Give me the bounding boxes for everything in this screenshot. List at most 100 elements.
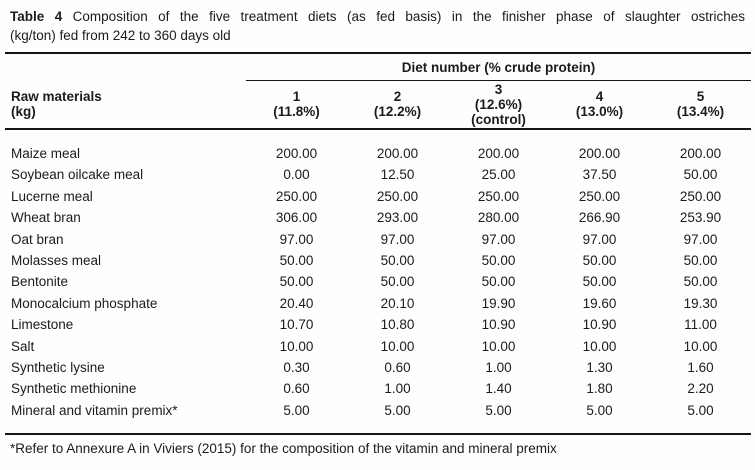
amount-cell: 250.00 bbox=[275, 188, 318, 204]
amount-cell: 50.00 bbox=[481, 274, 516, 290]
row-header-cell: Raw materials (kg) bbox=[5, 80, 246, 130]
corner-cell bbox=[5, 53, 246, 80]
amount-cell: 50.00 bbox=[582, 274, 617, 290]
diet-number: 1 bbox=[292, 89, 301, 105]
footnote: *Refer to Annexure A in Viviers (2015) f… bbox=[10, 441, 557, 457]
amount-cell: 50.00 bbox=[380, 253, 415, 269]
amount-cell: 5.00 bbox=[687, 402, 714, 418]
amount-cell: 10.00 bbox=[582, 338, 617, 354]
diet-composition-table: Diet number (% crude protein) Raw materi… bbox=[5, 52, 751, 436]
table-row: Wheat bran 306.00 293.00 280.00 266.90 253.90 bbox=[5, 207, 751, 228]
table-row: Lucerne meal 250.00 250.00 250.00 250.00 250.… bbox=[5, 186, 751, 207]
amount-cell: 11.00 bbox=[684, 317, 717, 333]
amount-cell: 1.00 bbox=[485, 360, 512, 376]
amount-cell: 5.00 bbox=[283, 402, 310, 418]
amount-cell: 280.00 bbox=[477, 210, 520, 226]
amount-cell: 1.30 bbox=[586, 360, 613, 376]
row-header-line2: (kg) bbox=[11, 104, 36, 119]
diet-control-note: (control) bbox=[471, 111, 526, 127]
amount-cell: 10.00 bbox=[279, 338, 314, 354]
column-header-diet-1: 1 (11.8%) bbox=[246, 80, 347, 130]
amount-cell: 2.20 bbox=[687, 381, 714, 397]
ingredient-label: Oat bran bbox=[11, 231, 64, 247]
ingredient-label: Synthetic methionine bbox=[11, 381, 137, 397]
amount-cell: 50.00 bbox=[380, 274, 415, 290]
amount-cell: 50.00 bbox=[683, 274, 718, 290]
amount-cell: 5.00 bbox=[485, 402, 512, 418]
amount-cell: 200.00 bbox=[275, 146, 318, 161]
amount-cell: 10.90 bbox=[582, 317, 617, 333]
column-header-row: Raw materials (kg) 1 (11.8%) 2 (12.2%) 3… bbox=[5, 80, 751, 130]
table-row: Limestone 10.70 10.80 10.90 10.90 11.00 bbox=[5, 314, 751, 335]
ingredient-label: Maize meal bbox=[11, 146, 81, 161]
amount-cell: 12.50 bbox=[380, 167, 415, 183]
amount-cell: 0.60 bbox=[283, 381, 310, 397]
amount-cell: 0.30 bbox=[283, 360, 310, 376]
amount-cell: 19.30 bbox=[683, 295, 718, 311]
table-row: Monocalcium phosphate 20.40 20.10 19.90 19.6… bbox=[5, 293, 751, 314]
amount-cell: 5.00 bbox=[586, 402, 613, 418]
amount-cell: 37.50 bbox=[582, 167, 617, 183]
amount-cell: 10.00 bbox=[481, 338, 516, 354]
table-row: Maize meal 200.00 200.00 200.00 200.00 200.00 bbox=[5, 129, 751, 164]
diet-number: 2 bbox=[393, 89, 402, 105]
amount-cell: 10.00 bbox=[683, 338, 718, 354]
table-row: Mineral and vitamin premix* 5.00 5.00 5.00 5… bbox=[5, 400, 751, 434]
amount-cell: 97.00 bbox=[380, 231, 415, 247]
table-row: Molasses meal 50.00 50.00 50.00 50.00 50.00 bbox=[5, 250, 751, 271]
amount-cell: 10.80 bbox=[380, 317, 415, 333]
table-row: Oat bran 97.00 97.00 97.00 97.00 97.00 bbox=[5, 229, 751, 250]
table-body: Maize meal 200.00 200.00 200.00 200.00 200.00… bbox=[5, 129, 751, 434]
amount-cell: 250.00 bbox=[578, 188, 621, 204]
ingredient-label: Soybean oilcake meal bbox=[11, 167, 144, 183]
table-header: Diet number (% crude protein) Raw materi… bbox=[5, 53, 751, 130]
table-row: Synthetic methionine 0.60 1.00 1.40 1.80 2.20 bbox=[5, 378, 751, 399]
amount-cell: 200.00 bbox=[578, 146, 621, 161]
diet-number-span-header: Diet number (% crude protein) bbox=[246, 53, 751, 81]
amount-cell: 97.00 bbox=[582, 231, 617, 247]
amount-cell: 5.00 bbox=[384, 402, 411, 418]
table-caption-line1: Table 4 Composition of the five treatmen… bbox=[10, 7, 745, 26]
ingredient-label: Salt bbox=[11, 338, 35, 354]
diet-protein-pct: (12.2%) bbox=[373, 104, 422, 120]
amount-cell: 50.00 bbox=[279, 253, 314, 269]
diet-protein-pct: (11.8%) bbox=[273, 104, 320, 120]
ingredient-label: Bentonite bbox=[11, 274, 69, 290]
ingredient-label: Wheat bran bbox=[11, 210, 81, 226]
diet-number: 5 bbox=[696, 89, 705, 105]
amount-cell: 97.00 bbox=[683, 231, 718, 247]
amount-cell: 97.00 bbox=[481, 231, 516, 247]
diet-protein-pct: (13.4%) bbox=[676, 104, 725, 120]
amount-cell: 200.00 bbox=[477, 146, 520, 161]
span-header-row: Diet number (% crude protein) bbox=[5, 53, 751, 81]
diet-protein-pct: (13.0%) bbox=[575, 104, 624, 120]
table-caption-text: Composition of the five treatment diets … bbox=[72, 9, 745, 24]
amount-cell: 10.90 bbox=[481, 317, 516, 333]
amount-cell: 10.00 bbox=[380, 338, 415, 354]
amount-cell: 250.00 bbox=[679, 188, 722, 204]
diet-protein-pct: (12.6%) bbox=[474, 96, 523, 112]
amount-cell: 0.60 bbox=[384, 360, 411, 376]
amount-cell: 250.00 bbox=[376, 188, 419, 204]
ingredient-label: Lucerne meal bbox=[11, 188, 93, 204]
ingredient-label: Limestone bbox=[11, 317, 74, 333]
amount-cell: 1.80 bbox=[586, 381, 613, 397]
amount-cell: 1.60 bbox=[687, 360, 714, 376]
column-header-diet-4: 4 (13.0%) bbox=[549, 80, 650, 130]
amount-cell: 200.00 bbox=[679, 146, 722, 161]
amount-cell: 50.00 bbox=[683, 253, 718, 269]
table-row: Soybean oilcake meal 0.00 12.50 25.00 37.50 5… bbox=[5, 164, 751, 185]
amount-cell: 19.60 bbox=[582, 295, 617, 311]
ingredient-label: Synthetic lysine bbox=[11, 360, 105, 376]
amount-cell: 10.70 bbox=[279, 317, 314, 333]
ingredient-label: Molasses meal bbox=[11, 253, 102, 269]
amount-cell: 253.90 bbox=[679, 210, 722, 226]
amount-cell: 50.00 bbox=[582, 253, 617, 269]
amount-cell: 97.00 bbox=[279, 231, 314, 247]
amount-cell: 293.00 bbox=[376, 210, 419, 226]
table-row: Salt 10.00 10.00 10.00 10.00 10.00 bbox=[5, 336, 751, 357]
amount-cell: 50.00 bbox=[683, 167, 718, 183]
column-header-diet-3: 3 (12.6%) (control) bbox=[448, 80, 549, 130]
diet-number: 3 bbox=[494, 81, 503, 97]
